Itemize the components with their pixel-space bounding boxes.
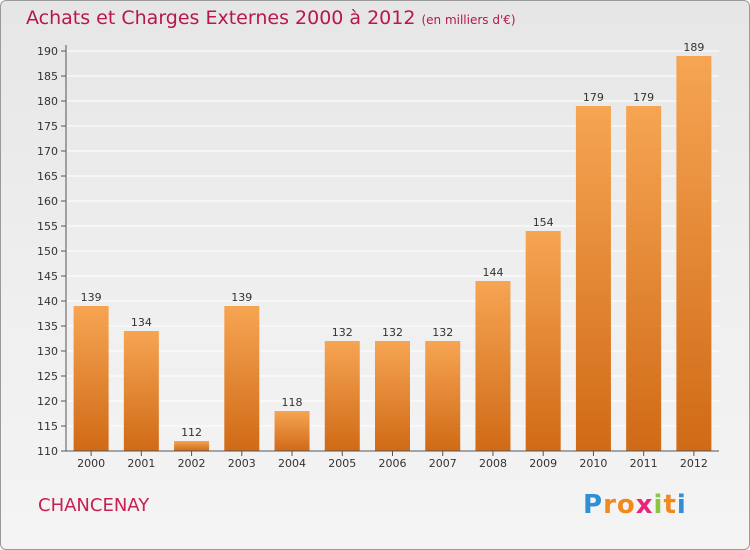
logo-letter: o xyxy=(616,490,636,520)
y-tick-label: 165 xyxy=(37,170,58,183)
bar xyxy=(425,341,461,451)
logo-letter: i xyxy=(676,490,687,520)
commune-name: CHANCENAY xyxy=(38,495,150,516)
bar xyxy=(676,56,712,451)
y-tick-label: 130 xyxy=(37,345,58,358)
x-tick-label: 2008 xyxy=(479,457,507,470)
bar xyxy=(224,306,260,451)
bar-value-label: 144 xyxy=(482,266,503,279)
y-tick-label: 180 xyxy=(37,95,58,108)
x-tick-label: 2006 xyxy=(379,457,407,470)
y-tick-label: 135 xyxy=(37,320,58,333)
y-tick-label: 185 xyxy=(37,70,58,83)
bar-value-label: 139 xyxy=(81,291,102,304)
bar-value-label: 139 xyxy=(231,291,252,304)
bar xyxy=(575,106,611,451)
x-tick-label: 2012 xyxy=(680,457,708,470)
logo-letter: x xyxy=(635,490,654,520)
bar xyxy=(375,341,410,451)
x-tick-label: 2009 xyxy=(529,457,557,470)
y-tick-label: 115 xyxy=(37,420,58,433)
x-tick-label: 2000 xyxy=(77,457,105,470)
bar-value-label: 179 xyxy=(583,91,604,104)
logo-letter: i xyxy=(653,490,664,520)
x-tick-label: 2005 xyxy=(328,457,356,470)
bar-value-label: 154 xyxy=(533,216,554,229)
y-tick-label: 110 xyxy=(37,445,58,458)
logo-letter: t xyxy=(663,490,677,520)
bar xyxy=(174,441,210,451)
bar xyxy=(123,331,159,451)
bar-value-label: 132 xyxy=(382,326,403,339)
chart-title-text: Achats et Charges Externes 2000 à 2012 xyxy=(26,7,416,29)
bar-value-label: 189 xyxy=(683,41,704,54)
y-tick-label: 175 xyxy=(37,120,58,133)
x-tick-label: 2010 xyxy=(579,457,607,470)
bar xyxy=(475,281,511,451)
chart-unit: (en milliers d'€) xyxy=(421,13,516,27)
bar-value-label: 179 xyxy=(633,91,654,104)
y-tick-label: 155 xyxy=(37,220,58,233)
x-tick-label: 2003 xyxy=(228,457,256,470)
bar-value-label: 132 xyxy=(332,326,353,339)
logo-letter: r xyxy=(603,490,617,520)
logo-letter: P xyxy=(583,490,604,520)
y-tick-label: 170 xyxy=(37,145,58,158)
y-tick-label: 140 xyxy=(37,295,58,308)
bar xyxy=(324,341,360,451)
x-tick-label: 2011 xyxy=(630,457,658,470)
x-tick-label: 2002 xyxy=(178,457,206,470)
bar xyxy=(274,411,310,451)
y-tick-label: 125 xyxy=(37,370,58,383)
proxiti-logo: Proxiti xyxy=(583,490,687,520)
bar-value-label: 134 xyxy=(131,316,152,329)
y-tick-label: 150 xyxy=(37,245,58,258)
bar-value-label: 112 xyxy=(181,426,202,439)
chart-title: Achats et Charges Externes 2000 à 2012 (e… xyxy=(26,7,516,29)
bar xyxy=(73,306,109,451)
bar xyxy=(525,231,561,451)
bar-value-label: 118 xyxy=(282,396,303,409)
bar xyxy=(626,106,662,451)
x-tick-label: 2004 xyxy=(278,457,306,470)
x-tick-label: 2007 xyxy=(429,457,457,470)
y-tick-label: 120 xyxy=(37,395,58,408)
x-tick-label: 2001 xyxy=(127,457,155,470)
y-tick-label: 145 xyxy=(37,270,58,283)
bar-value-label: 132 xyxy=(432,326,453,339)
y-tick-label: 190 xyxy=(37,45,58,58)
y-tick-label: 160 xyxy=(37,195,58,208)
